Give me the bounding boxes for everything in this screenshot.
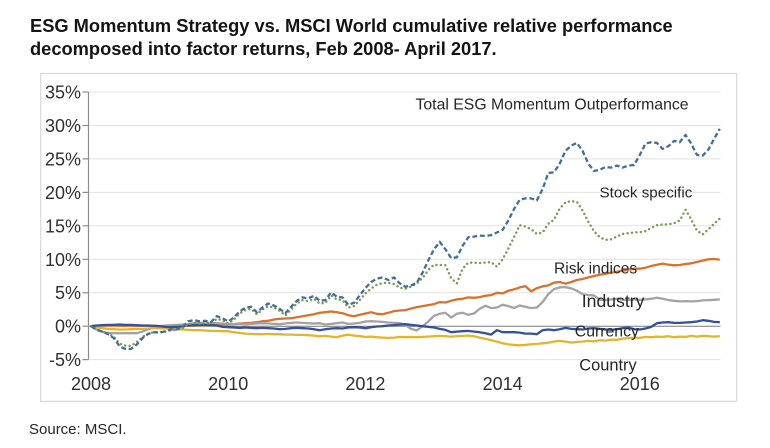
svg-text:Total ESG Momentum Outperforma: Total ESG Momentum Outperformance: [416, 97, 689, 114]
svg-text:Stock specific: Stock specific: [600, 185, 693, 202]
svg-text:0%: 0%: [55, 317, 81, 337]
svg-text:2012: 2012: [345, 374, 385, 394]
svg-text:Country: Country: [579, 357, 637, 375]
svg-text:Source: MSCI.: Source: MSCI.: [29, 421, 127, 438]
svg-text:Risk indices: Risk indices: [554, 261, 637, 278]
svg-text:5%: 5%: [55, 283, 81, 303]
svg-text:15%: 15%: [45, 216, 81, 236]
svg-text:2008: 2008: [71, 374, 111, 394]
svg-text:2014: 2014: [483, 374, 523, 394]
svg-text:2016: 2016: [620, 374, 660, 394]
svg-text:35%: 35%: [45, 83, 81, 103]
svg-text:30%: 30%: [45, 116, 81, 136]
svg-text:-5%: -5%: [49, 350, 81, 370]
svg-text:10%: 10%: [45, 250, 81, 270]
svg-text:25%: 25%: [45, 149, 81, 169]
svg-text:Currency: Currency: [575, 324, 639, 341]
svg-text:Industry: Industry: [582, 291, 645, 311]
svg-text:2010: 2010: [208, 374, 248, 394]
svg-text:20%: 20%: [45, 183, 81, 203]
